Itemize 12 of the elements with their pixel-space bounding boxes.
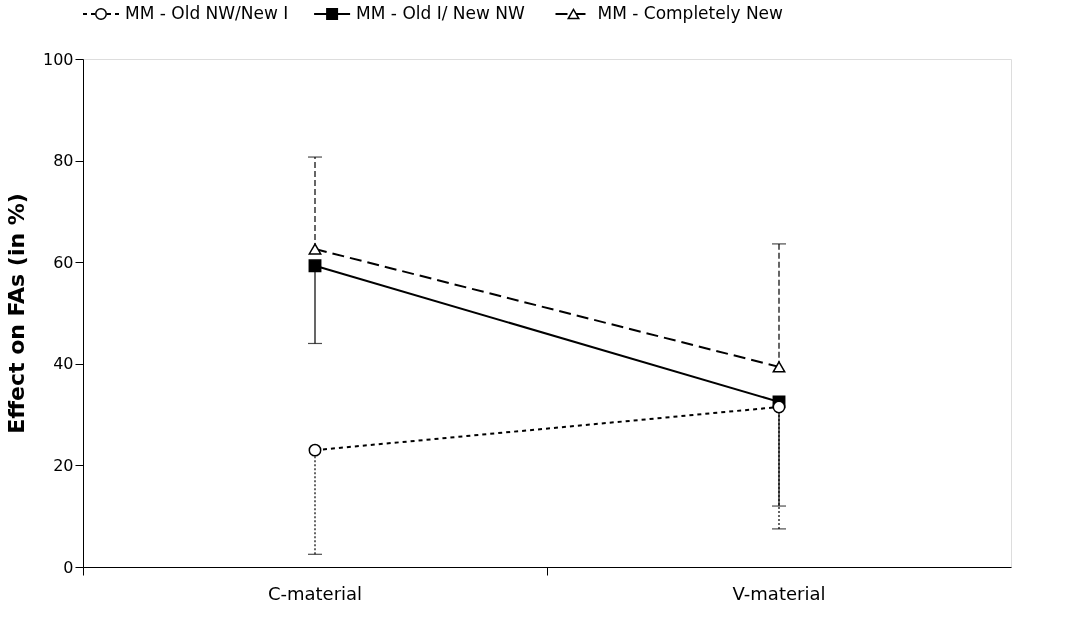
y-tick-label: 40 (53, 354, 74, 374)
y-axis-title: Effect on FAs (in %) (3, 193, 29, 434)
x-tick-label: V-material (732, 582, 826, 604)
y-tick-label: 100 (42, 49, 74, 69)
y-tick-label: 80 (53, 151, 74, 171)
y-tick-label: 60 (53, 252, 74, 272)
legend-label: MM - Old I/ New NW (356, 3, 526, 23)
legend-label: MM - Old NW/New I (125, 3, 289, 23)
legend-label: MM - Completely New (597, 3, 784, 23)
y-tick-label: 20 (53, 455, 74, 475)
y-tick-label: 0 (63, 557, 74, 577)
x-tick-label: C-material (267, 582, 363, 604)
